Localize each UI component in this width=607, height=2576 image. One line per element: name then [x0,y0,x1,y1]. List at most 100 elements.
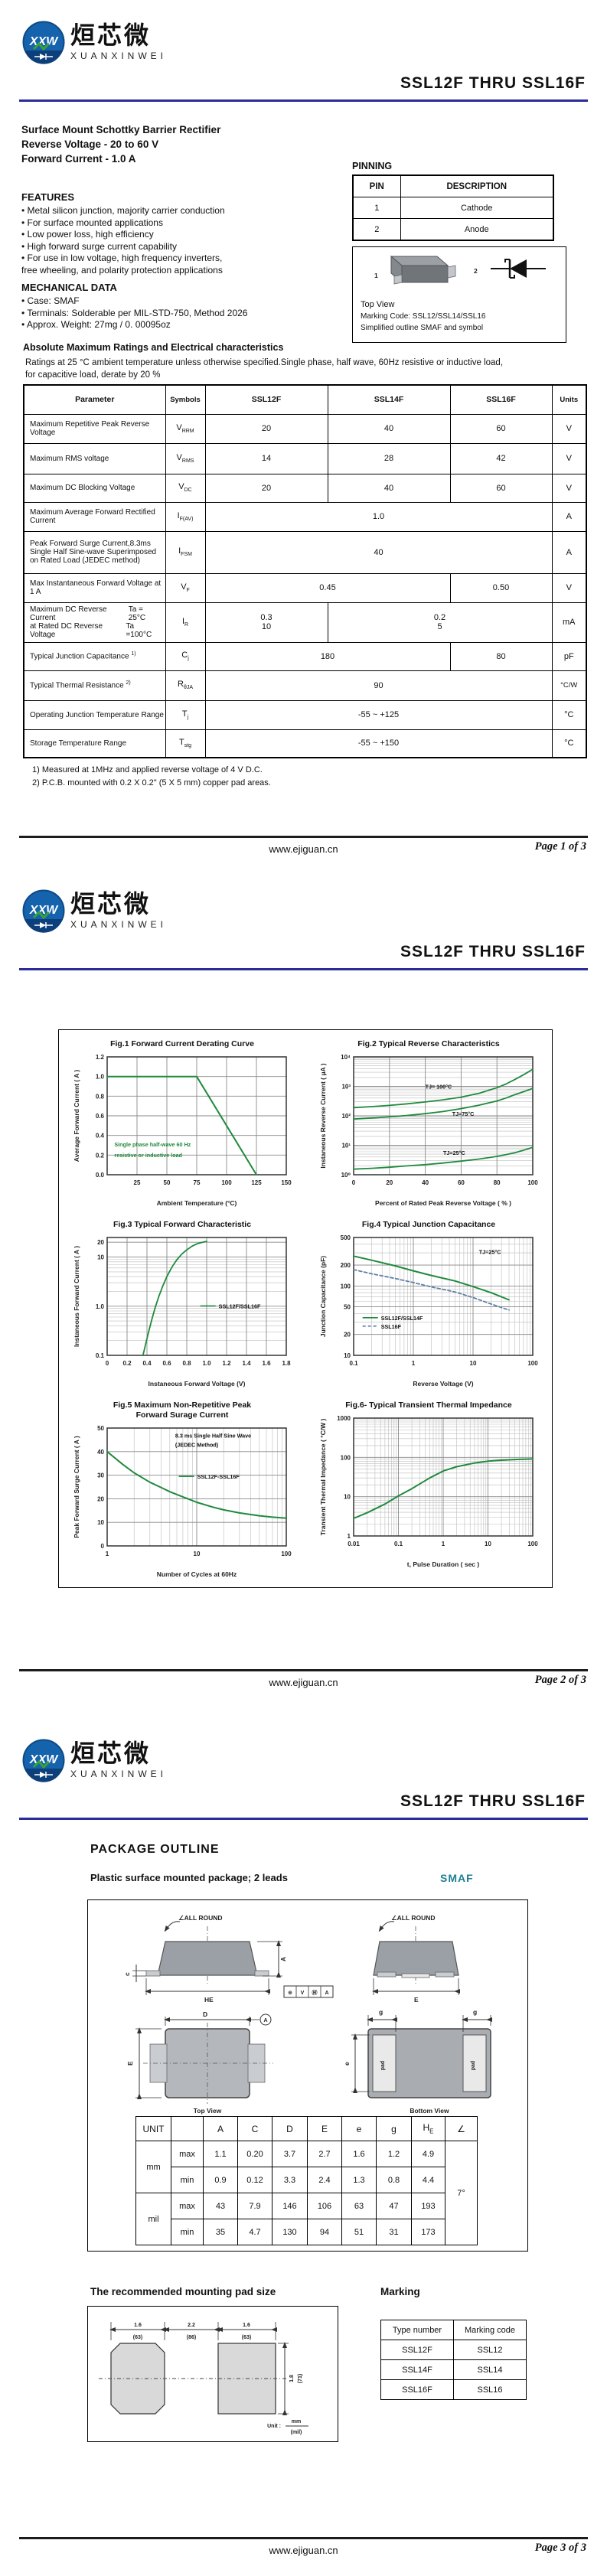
ratings-note: Ratings at 25 °C ambient temperature unl… [25,357,584,381]
table-row: min 0.9 0.12 3.3 2.4 1.3 0.8 4.4 [136,2167,478,2193]
figure-2: Fig.2 Typical Reverse Characteristics 0 2… [305,1033,552,1214]
brand-logo: XXW 烜芯微 XUANXINWEI [21,1738,167,1782]
svg-text:(JEDEC Method): (JEDEC Method) [175,1442,219,1449]
value: 4.4 [411,2167,445,2193]
svg-text:SSL12F-SSL16F: SSL12F-SSL16F [197,1473,240,1480]
limit-label: min [171,2219,204,2245]
value: 43 [203,2193,238,2219]
parameter: Peak Forward Surge Current,8.3ms Single … [23,530,166,574]
svg-text:2.2: 2.2 [188,2323,195,2328]
unit: V [551,572,587,603]
abs-max-ratings-table: Parameter Symbols SSL12F SSL14F SSL16F U… [23,384,587,758]
svg-text:1.6: 1.6 [243,2323,250,2328]
figure-3-chart: 0 0.2 0.4 0.6 0.8 1.0 1.2 1.4 1.6 1.8 0.1 1.0 10 20 In… [70,1230,294,1394]
svg-text:60: 60 [458,1179,465,1186]
pinning-table: PIN DESCRIPTION 1 Cathode 2 Anode [352,174,554,241]
case-name: SMAF [440,1872,474,1884]
value: 146 [272,2193,308,2219]
svg-text:TJ=75°C: TJ=75°C [452,1110,475,1117]
value: 0.45 [204,572,451,603]
svg-text:0.1: 0.1 [349,1360,358,1367]
table-row: mm max 1.1 0.20 3.7 2.7 1.6 1.2 4.9 7° [135,2141,478,2245]
subtitle-line: Reverse Voltage - 20 to 60 V [21,139,159,150]
figures-box: Fig.1 Forward Current Derating Curve 25 5… [58,1029,553,1588]
col-header: SSL12F [204,384,328,415]
page-footer: www.ejiguan.cn Page 1 of 3 [19,836,588,866]
parameter: Storage Temperature Range [23,729,166,758]
table-row: PIN DESCRIPTION [352,174,554,197]
svg-text:mm: mm [292,2419,301,2424]
datasheet-page-3: XXW 烜芯微 XUANXINWEI SSL12F THRU SSL16F PA… [0,1718,607,2576]
svg-text:8.3 ms Single Half Sine Wave: 8.3 ms Single Half Sine Wave [175,1432,251,1439]
unit: V [551,442,587,474]
table-row: mil max 43 7.9 146 106 63 47 193 [135,2193,478,2245]
svg-text:g: g [473,2008,477,2016]
value: 0.50 [449,572,553,603]
subtitle-line: Surface Mount Schottky Barrier Rectifier [21,124,221,135]
brand-text: 烜芯微 XUANXINWEI [70,889,167,930]
figure-3: Fig.3 Typical Forward Characteristic 0 0.… [59,1214,305,1394]
svg-text:Bottom View: Bottom View [410,2107,449,2115]
svg-text:100: 100 [341,1454,351,1461]
type-number: SSL14F [380,2359,454,2380]
svg-text:100: 100 [527,1360,538,1367]
svg-text:(86): (86) [187,2335,196,2340]
svg-text:1: 1 [348,1533,351,1540]
svg-text:0.8: 0.8 [182,1360,191,1367]
outline-drawing: ∠ALL ROUND A c HE ⊕ V Ⓜ A [123,1914,492,2115]
svg-text:10: 10 [97,1254,104,1261]
svg-text:TJ= 100°C: TJ= 100°C [426,1084,452,1091]
unit: V [551,413,587,444]
value: 40 [327,413,451,444]
subtitle-line: Forward Current - 1.0 A [21,153,136,165]
svg-text:Average Forward Current ( A ): Average Forward Current ( A ) [73,1070,80,1162]
outline-drawing-box: ∠ALL ROUND A c HE ⊕ V Ⓜ A [87,1899,528,2252]
parameter: Typical Junction Capacitance 1) [23,641,166,671]
symbol: IFSM [165,530,206,574]
figure-4-title: Fig.4 Typical Junction Capacitance [361,1220,496,1229]
brand-logo: XXW 烜芯微 XUANXINWEI [21,20,167,64]
brand-name-cn: 烜芯微 [70,1740,152,1767]
footnote: 2) P.C.B. mounted with 0.2 X 0.2" (5 X 5… [32,778,271,787]
symbol: VRMS [165,442,206,474]
svg-text:XXW: XXW [29,904,59,917]
brand-name-en: XUANXINWEI [70,919,168,930]
value: 60 [449,473,553,503]
svg-text:(63): (63) [133,2335,142,2340]
svg-text:resistive or inductive load: resistive or inductive load [114,1152,182,1159]
unit: V [551,473,587,503]
svg-text:200: 200 [341,1262,351,1269]
parameter: Typical Thermal Resistance 2) [23,670,166,701]
svg-text:⊕: ⊕ [288,1991,292,1996]
figure-1-title: Fig.1 Forward Current Derating Curve [110,1039,254,1048]
footer-url: www.ejiguan.cn [269,2545,338,2556]
svg-text:0: 0 [106,1360,109,1367]
col-header: E [307,2116,342,2141]
svg-text:A: A [263,2018,267,2023]
col-header [171,2116,204,2141]
parameter: Maximum RMS voltage [23,442,166,474]
mechanical-list: • Case: SMAF • Terminals: Solderable per… [21,295,247,331]
svg-text:∠ALL ROUND: ∠ALL ROUND [391,1914,436,1922]
col-header: g [376,2116,412,2141]
footer-rule [19,1669,588,1671]
table-row: Maximum DC Reverse Current Ta = 25°C at R… [23,602,587,643]
svg-text:75: 75 [194,1179,201,1186]
limit-label: max [171,2141,204,2167]
svg-text:100: 100 [341,1283,351,1290]
svg-text:40: 40 [97,1449,104,1456]
value: 2.7 [307,2141,342,2167]
svg-text:10: 10 [97,1519,104,1526]
svg-text:E: E [126,2061,134,2066]
package-captions: Top View Marking Code: SSL12/SSL14/SSL16… [361,299,485,334]
ratings-heading: Absolute Maximum Ratings and Electrical … [23,342,284,353]
figure-5: Fig.5 Maximum Non-Repetitive Peak Forwar… [59,1394,305,1585]
figure-6-title: Fig.6- Typical Transient Thermal Impedan… [345,1400,512,1410]
unit-system: mm [135,2141,171,2193]
svg-text:Ambient Temperature (°C): Ambient Temperature (°C) [157,1199,237,1207]
svg-text:HE: HE [204,1996,214,2004]
svg-text:10²: 10² [341,1113,351,1120]
value: 90 [204,670,553,701]
footer-rule [19,2537,588,2539]
svg-text:Unit :: Unit : [267,2424,281,2429]
